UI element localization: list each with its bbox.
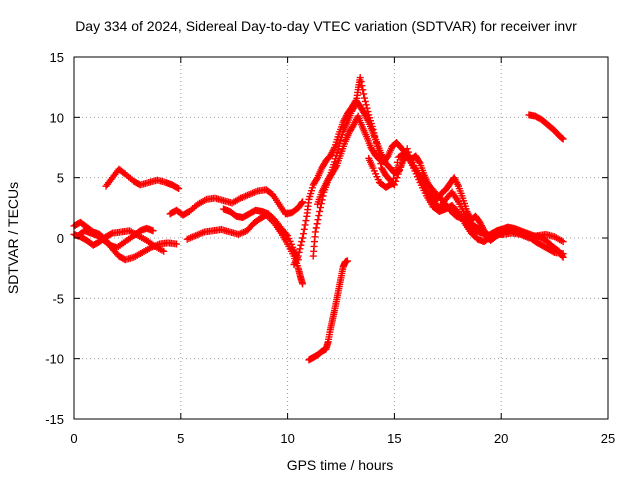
data-point (311, 228, 319, 236)
data-point (299, 280, 307, 288)
data-point (295, 248, 303, 256)
data-point (173, 240, 181, 248)
x-axis-label: GPS time / hours (287, 457, 394, 473)
series-trace-j (309, 112, 567, 260)
data-point (558, 134, 566, 142)
data-point (369, 125, 377, 133)
data-point (372, 136, 380, 144)
data-point (559, 250, 567, 258)
y-tick-label: -10 (45, 352, 64, 367)
data-point (373, 142, 381, 150)
series-trace-g (220, 205, 302, 264)
data-point (297, 241, 305, 249)
series-trace-f (183, 211, 307, 288)
series-trace-a (102, 165, 183, 193)
data-point (372, 139, 380, 147)
y-tick-label: 15 (50, 50, 64, 65)
axes: 0 5 10 15 20 25 -15 -10 -5 0 5 10 15 (45, 50, 615, 446)
data-point (393, 174, 401, 182)
data-point (317, 200, 325, 208)
data-point (173, 184, 181, 192)
data-point (299, 234, 307, 242)
data-point (302, 217, 310, 225)
data-point (296, 245, 304, 253)
data-point (559, 238, 567, 246)
y-tick-label: 0 (57, 231, 64, 246)
series-trace-k (365, 148, 486, 237)
data-point (160, 247, 168, 255)
series-trace-b (166, 186, 307, 219)
y-tick-label: -15 (45, 412, 64, 427)
x-tick-label: 5 (177, 431, 184, 446)
data-point (415, 158, 423, 166)
data-point (299, 230, 307, 238)
data-point (398, 159, 406, 167)
data-point (559, 135, 567, 143)
data-point (370, 129, 378, 137)
data-point (362, 101, 370, 109)
x-tick-label: 25 (601, 431, 615, 446)
series-trace-m (525, 111, 567, 143)
data-point (399, 156, 407, 164)
data-point (478, 229, 486, 237)
y-tick-label: 5 (57, 171, 64, 186)
data-point (359, 86, 367, 94)
data-point (356, 74, 364, 82)
data-point (316, 204, 324, 212)
data-point (391, 169, 399, 177)
x-tick-label: 15 (387, 431, 401, 446)
data-point (294, 252, 302, 260)
data-point (388, 180, 396, 188)
data-point (392, 164, 400, 172)
data-point (397, 163, 405, 171)
data-point (298, 238, 306, 246)
data-point (393, 158, 401, 166)
data-point (175, 185, 183, 193)
data-point (387, 180, 395, 188)
data-point (364, 108, 372, 116)
data-point (358, 82, 366, 90)
data-point (390, 174, 398, 182)
data-point (360, 94, 368, 102)
x-tick-label: 0 (70, 431, 77, 446)
data-point (394, 170, 402, 178)
data-point (360, 90, 368, 98)
data-point (315, 212, 323, 220)
data-point (351, 102, 359, 110)
data-point (299, 198, 307, 206)
data-point (357, 78, 365, 86)
series-trace-l (305, 257, 351, 364)
data-point (282, 230, 290, 238)
data-point (316, 207, 324, 215)
data-point (332, 163, 340, 171)
x-tick-label: 10 (280, 431, 294, 446)
data-point (334, 145, 342, 153)
data-point (363, 104, 371, 112)
x-tick-label: 20 (494, 431, 508, 446)
y-tick-label: -5 (52, 291, 64, 306)
chart-title: Day 334 of 2024, Sidereal Day-to-day VTE… (75, 18, 577, 34)
data-series (70, 74, 567, 364)
data-point (301, 221, 309, 229)
data-point (312, 224, 320, 232)
data-point (318, 196, 326, 204)
data-point (361, 97, 369, 105)
data-point (149, 227, 157, 235)
series-trace-e (74, 224, 157, 252)
data-point (298, 199, 306, 207)
y-tick-label: 10 (50, 110, 64, 125)
data-point (313, 220, 321, 228)
data-point (343, 257, 351, 265)
data-point (314, 216, 322, 224)
data-point (371, 132, 379, 140)
y-axis-label: SDTVAR / TECUs (5, 182, 21, 294)
data-point (300, 225, 308, 233)
data-point (319, 192, 327, 200)
